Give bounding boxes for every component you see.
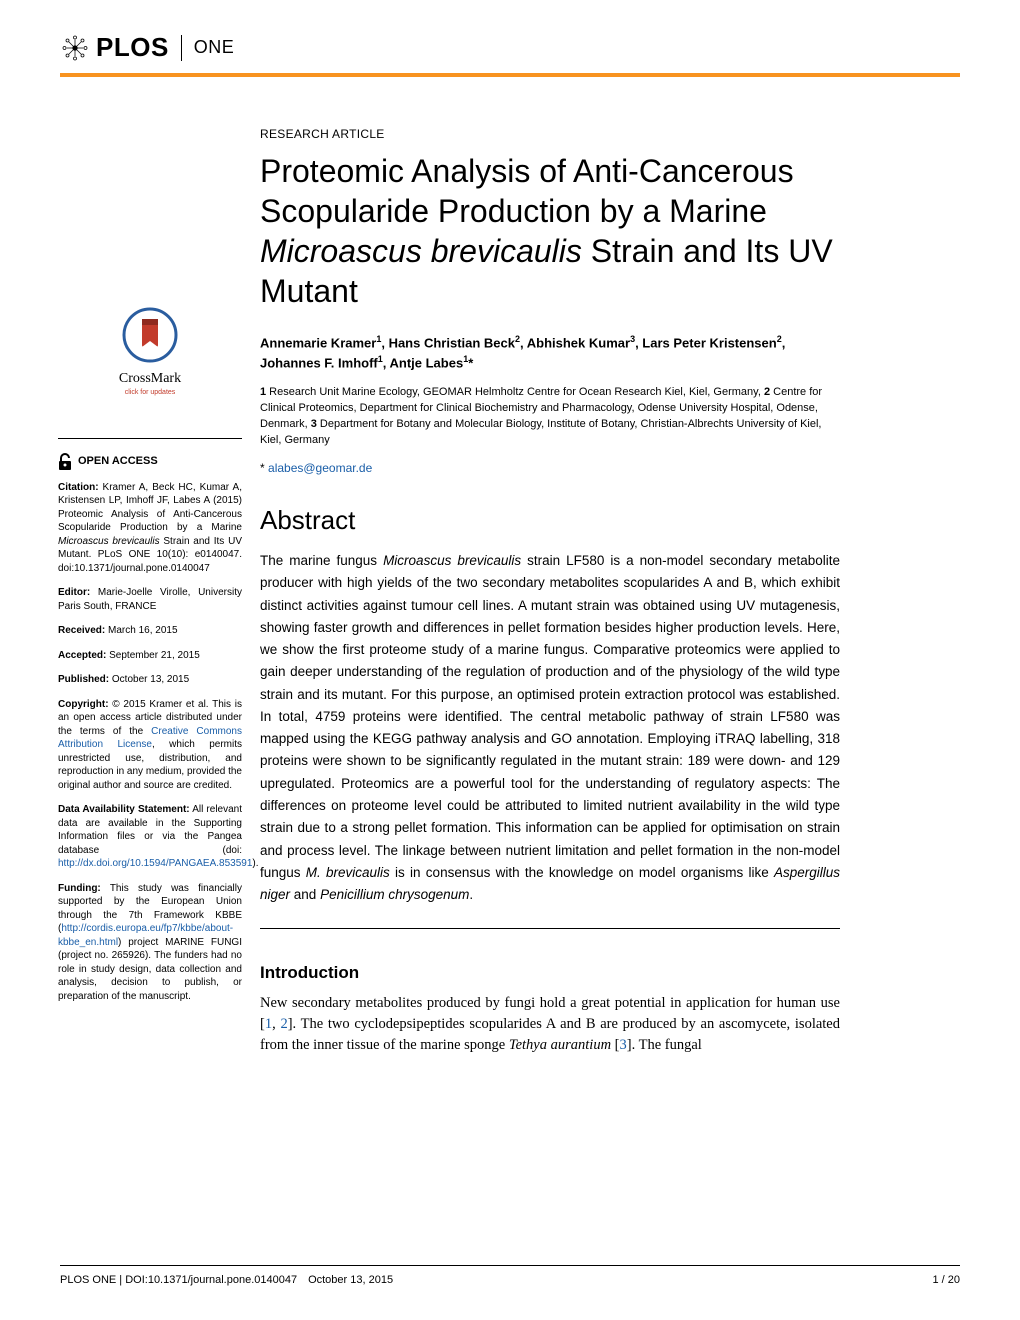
abstract-2: strain LF580 is a non-model secondary me… [260,553,840,880]
ref-3-link[interactable]: 3 [620,1037,627,1053]
intro-italic: Tethya aurantium [509,1037,611,1053]
accepted-block: Accepted: September 21, 2015 [58,649,242,663]
crossmark-label: CrossMark [58,370,242,389]
abstract-5: . [469,887,473,902]
citation-block: Citation: Kramer A, Beck HC, Kumar A, Kr… [58,481,242,576]
crossmark-sub: click for updates [58,388,242,397]
title-italic: Microascus brevicaulis [260,233,582,269]
abstract-3: is in consensus with the knowledge on mo… [390,865,774,880]
abstract-i1: Microascus brevicaulis [383,553,521,568]
corresponding-symbol: * [260,461,265,475]
introduction-heading: Introduction [260,963,840,983]
footer-right: 1 / 20 [932,1274,960,1286]
abstract-body: The marine fungus Microascus brevicaulis… [260,550,840,906]
data-availability-block: Data Availability Statement: All relevan… [58,803,242,871]
abstract-i4: Penicillium chrysogenum [320,887,469,902]
data-text-2: ). [252,858,258,869]
citation-label: Citation: [58,482,99,493]
page-footer: PLOS ONE | DOI:10.1371/journal.pone.0140… [60,1265,960,1286]
introduction-body: New secondary metabolites produced by fu… [260,993,840,1056]
article-type-label: RESEARCH ARTICLE [260,127,840,141]
corresponding-author: * alabes@geomar.de [260,461,840,475]
sidebar-rule [58,438,242,439]
received-label: Received: [58,625,105,636]
data-label: Data Availability Statement: [58,804,190,815]
plos-burst-icon [60,33,90,63]
footer-left: PLOS ONE | DOI:10.1371/journal.pone.0140… [60,1274,393,1286]
intro-4: [ [611,1037,619,1053]
accepted-text: September 21, 2015 [106,650,199,661]
abstract-heading: Abstract [260,505,840,536]
crossmark-icon [122,307,178,363]
affiliations: 1 Research Unit Marine Ecology, GEOMAR H… [260,385,840,449]
copyright-block: Copyright: © 2015 Kramer et al. This is … [58,698,242,793]
received-block: Received: March 16, 2015 [58,624,242,638]
abstract-4: and [290,887,320,902]
logo-row: PLOS ONE [60,32,1020,63]
crossmark-badge[interactable]: CrossMark click for updates [58,307,242,398]
open-access-label: OPEN ACCESS [78,454,158,469]
main-area: CrossMark click for updates OPEN ACCESS … [0,127,1020,1056]
intro-5: ]. The fungal [627,1037,702,1053]
abstract-rule [260,928,840,929]
article-column: RESEARCH ARTICLE Proteomic Analysis of A… [260,127,900,1056]
plos-logo-text: PLOS [96,32,169,63]
open-access-row: OPEN ACCESS [58,453,242,471]
plos-one-text: ONE [194,37,235,58]
funding-label: Funding: [58,883,101,894]
accepted-label: Accepted: [58,650,106,661]
sidebar: CrossMark click for updates OPEN ACCESS … [0,127,260,1056]
ref-2-link[interactable]: 2 [280,1016,287,1032]
open-access-lock-icon [58,453,72,471]
author-list: Annemarie Kramer1, Hans Christian Beck2,… [260,333,840,373]
abstract-1: The marine fungus [260,553,383,568]
journal-header: PLOS ONE [0,0,1020,63]
published-text: October 13, 2015 [109,674,189,685]
citation-italic: Microascus brevicaulis [58,536,160,547]
editor-block: Editor: Marie-Joelle Virolle, University… [58,586,242,613]
abstract-i2: M. brevicaulis [306,865,390,880]
pangaea-link[interactable]: http://dx.doi.org/10.1594/PANGAEA.853591 [58,858,252,869]
title-part-1: Proteomic Analysis of Anti-Cancerous Sco… [260,153,794,229]
article-title: Proteomic Analysis of Anti-Cancerous Sco… [260,151,840,311]
copyright-label: Copyright: [58,699,109,710]
header-accent-rule [60,73,960,77]
corresponding-email-link[interactable]: alabes@geomar.de [268,461,372,475]
ref-1-link[interactable]: 1 [265,1016,272,1032]
received-text: March 16, 2015 [105,625,177,636]
published-block: Published: October 13, 2015 [58,673,242,687]
funding-block: Funding: This study was financially supp… [58,882,242,1004]
logo-divider [181,35,182,61]
editor-label: Editor: [58,587,90,598]
published-label: Published: [58,674,109,685]
